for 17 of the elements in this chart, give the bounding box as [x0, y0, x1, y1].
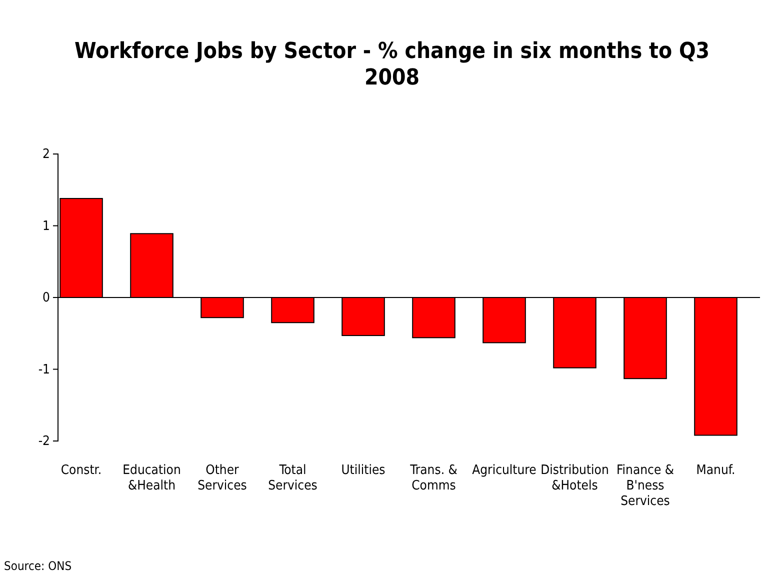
- source-note: Source: ONS: [4, 559, 72, 573]
- x-tick-label: Utilities: [341, 463, 386, 478]
- x-tick-label: Distribution &Hotels: [540, 463, 609, 494]
- y-tick-label: -1: [38, 362, 50, 378]
- chart-title: Workforce Jobs by Sector - % change in six months to Q3 2008: [74, 39, 710, 90]
- y-tick-label: 2: [42, 147, 50, 162]
- y-tick-label: -2: [38, 434, 50, 450]
- x-tick-label: Education &Health: [122, 463, 181, 494]
- x-tick-label: Manuf.: [696, 463, 736, 478]
- x-tick-label: Constr.: [60, 463, 102, 478]
- y-tick-label: 1: [42, 218, 50, 234]
- y-tick-label: 0: [42, 290, 50, 306]
- x-tick-label: Other Services: [198, 463, 247, 494]
- x-tick-label: Agriculture: [472, 463, 536, 478]
- x-tick-label: Trans. & Comms: [409, 463, 458, 494]
- x-tick-label: Total Services: [268, 463, 318, 494]
- x-tick-label: Finance & B'ness Services: [616, 463, 674, 510]
